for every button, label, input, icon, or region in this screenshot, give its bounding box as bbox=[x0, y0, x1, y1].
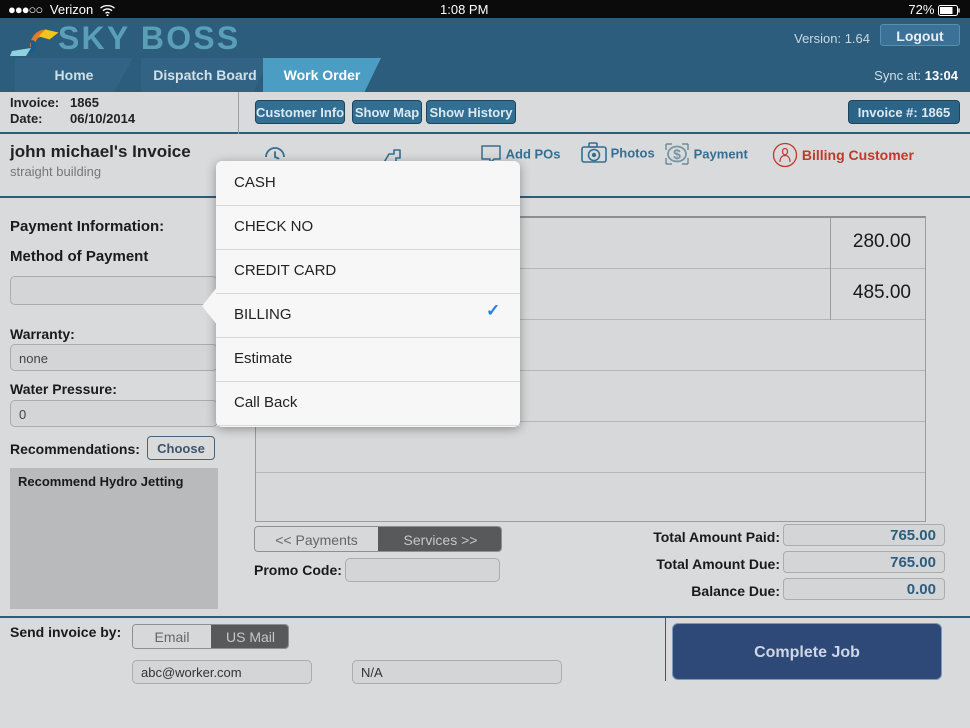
svg-text:$: $ bbox=[673, 146, 681, 162]
